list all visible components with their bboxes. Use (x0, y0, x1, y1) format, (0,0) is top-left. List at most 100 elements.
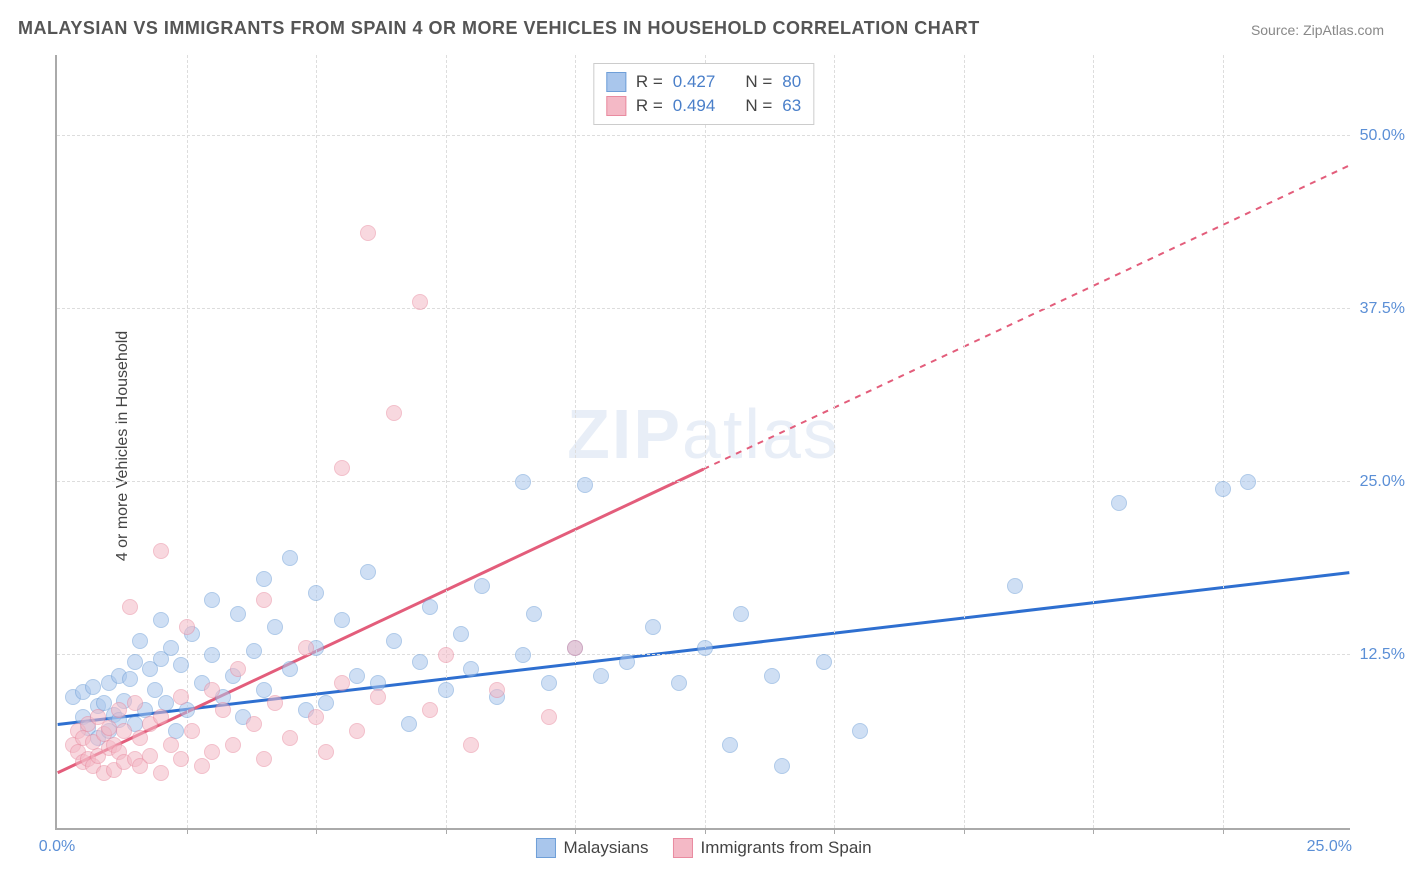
chart-title: MALAYSIAN VS IMMIGRANTS FROM SPAIN 4 OR … (18, 18, 980, 39)
data-point-malaysians (463, 661, 479, 677)
series-legend: Malaysians Immigrants from Spain (535, 838, 871, 858)
r-label: R = (636, 96, 663, 116)
ytick-label: 25.0% (1355, 473, 1405, 491)
xtick-label: 25.0% (1307, 838, 1352, 856)
data-point-spain (225, 737, 241, 753)
legend-item-malaysians: Malaysians (535, 838, 648, 858)
data-point-malaysians (422, 599, 438, 615)
data-point-spain (489, 682, 505, 698)
data-point-malaysians (163, 640, 179, 656)
source-link[interactable]: ZipAtlas.com (1303, 22, 1384, 38)
data-point-spain (127, 695, 143, 711)
data-point-spain (163, 737, 179, 753)
legend-row-spain: R = 0.494 N = 63 (606, 94, 801, 118)
data-point-malaysians (173, 657, 189, 673)
trend-lines (57, 55, 1350, 828)
data-point-spain (101, 720, 117, 736)
data-point-malaysians (122, 671, 138, 687)
data-point-malaysians (127, 654, 143, 670)
gridline-v (1223, 55, 1224, 828)
xtick-mark (446, 828, 447, 834)
data-point-spain (111, 702, 127, 718)
data-point-spain (370, 689, 386, 705)
chart-container: MALAYSIAN VS IMMIGRANTS FROM SPAIN 4 OR … (0, 0, 1406, 892)
data-point-malaysians (246, 643, 262, 659)
gridline-h (57, 481, 1350, 482)
data-point-spain (230, 661, 246, 677)
data-point-spain (282, 730, 298, 746)
data-point-malaysians (230, 606, 246, 622)
legend-item-spain: Immigrants from Spain (673, 838, 872, 858)
data-point-malaysians (334, 612, 350, 628)
data-point-malaysians (179, 702, 195, 718)
legend-label-malaysians: Malaysians (563, 838, 648, 858)
data-point-spain (173, 689, 189, 705)
data-point-spain (184, 723, 200, 739)
n-value-malaysians: 80 (782, 72, 801, 92)
gridline-v (1093, 55, 1094, 828)
data-point-malaysians (204, 647, 220, 663)
data-point-spain (116, 723, 132, 739)
xtick-label: 0.0% (39, 838, 75, 856)
data-point-malaysians (671, 675, 687, 691)
data-point-spain (318, 744, 334, 760)
data-point-spain (153, 709, 169, 725)
data-point-spain (422, 702, 438, 718)
swatch-malaysians (606, 72, 626, 92)
data-point-malaysians (852, 723, 868, 739)
data-point-malaysians (147, 682, 163, 698)
data-point-malaysians (1111, 495, 1127, 511)
data-point-malaysians (1215, 481, 1231, 497)
data-point-malaysians (256, 682, 272, 698)
data-point-malaysians (474, 578, 490, 594)
data-point-malaysians (412, 654, 428, 670)
data-point-malaysians (733, 606, 749, 622)
data-point-malaysians (515, 474, 531, 490)
xtick-mark (1093, 828, 1094, 834)
gridline-h (57, 135, 1350, 136)
xtick-mark (964, 828, 965, 834)
data-point-malaysians (541, 675, 557, 691)
data-point-spain (360, 225, 376, 241)
data-point-malaysians (282, 550, 298, 566)
gridline-v (446, 55, 447, 828)
data-point-spain (298, 640, 314, 656)
data-point-malaysians (204, 592, 220, 608)
data-point-spain (334, 675, 350, 691)
data-point-malaysians (722, 737, 738, 753)
xtick-mark (187, 828, 188, 834)
swatch-spain (606, 96, 626, 116)
data-point-malaysians (453, 626, 469, 642)
data-point-spain (267, 695, 283, 711)
legend-label-spain: Immigrants from Spain (701, 838, 872, 858)
data-point-spain (246, 716, 262, 732)
r-value-malaysians: 0.427 (673, 72, 716, 92)
xtick-mark (575, 828, 576, 834)
data-point-malaysians (386, 633, 402, 649)
data-point-malaysians (282, 661, 298, 677)
gridline-v (834, 55, 835, 828)
data-point-malaysians (360, 564, 376, 580)
correlation-legend: R = 0.427 N = 80 R = 0.494 N = 63 (593, 63, 814, 125)
data-point-malaysians (85, 679, 101, 695)
legend-row-malaysians: R = 0.427 N = 80 (606, 70, 801, 94)
data-point-spain (204, 744, 220, 760)
ytick-label: 12.5% (1355, 646, 1405, 664)
r-value-spain: 0.494 (673, 96, 716, 116)
gridline-h (57, 308, 1350, 309)
data-point-malaysians (764, 668, 780, 684)
data-point-spain (541, 709, 557, 725)
data-point-malaysians (645, 619, 661, 635)
data-point-spain (194, 758, 210, 774)
xtick-mark (834, 828, 835, 834)
data-point-malaysians (132, 633, 148, 649)
xtick-mark (705, 828, 706, 834)
ytick-label: 37.5% (1355, 300, 1405, 318)
data-point-malaysians (619, 654, 635, 670)
data-point-spain (204, 682, 220, 698)
data-point-malaysians (577, 477, 593, 493)
source-attribution: Source: ZipAtlas.com (1251, 22, 1384, 38)
data-point-spain (179, 619, 195, 635)
data-point-spain (122, 599, 138, 615)
data-point-malaysians (515, 647, 531, 663)
